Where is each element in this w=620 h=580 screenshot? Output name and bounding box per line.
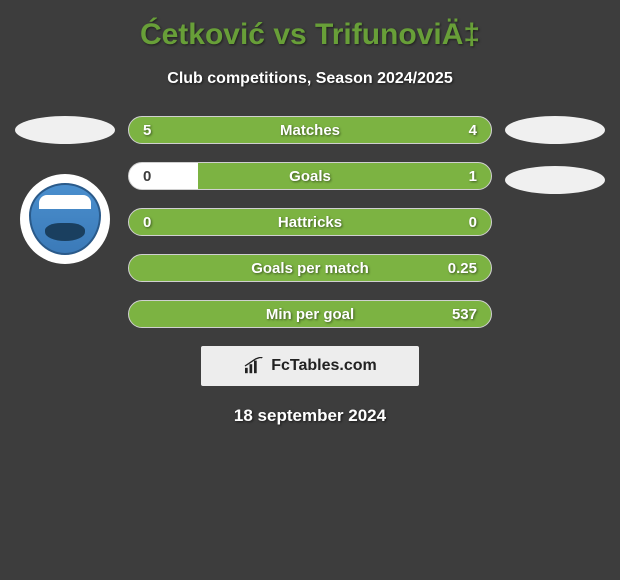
stat-left-value: 0 <box>143 168 183 185</box>
stat-right-value: 1 <box>469 168 477 185</box>
right-column <box>500 116 610 194</box>
club-ellipse-right <box>505 166 605 194</box>
left-column <box>10 116 120 264</box>
stat-label: Matches <box>280 122 340 139</box>
club-logo-left <box>20 174 110 264</box>
shield-icon <box>29 183 101 255</box>
player-ellipse-left <box>15 116 115 144</box>
stat-row-min-per-goal: Min per goal 537 <box>128 300 492 328</box>
stat-row-hattricks: 0 Hattricks 0 <box>128 208 492 236</box>
stat-right-value: 4 <box>469 122 477 139</box>
stat-right-value: 0 <box>469 214 477 231</box>
content-row: 5 Matches 4 0 Goals 1 0 Hattricks 0 Goal… <box>0 116 620 328</box>
watermark: FcTables.com <box>201 346 419 386</box>
stat-label: Goals per match <box>251 260 369 277</box>
stat-left-value: 5 <box>143 122 183 139</box>
stat-label: Goals <box>289 168 331 185</box>
page-title: Ćetković vs TrifunoviÄ‡ <box>0 18 620 52</box>
stats-column: 5 Matches 4 0 Goals 1 0 Hattricks 0 Goal… <box>120 116 500 328</box>
footer-date: 18 september 2024 <box>0 406 620 426</box>
stat-right-value: 537 <box>452 306 477 323</box>
chart-icon <box>243 357 265 375</box>
stat-right-value: 0.25 <box>448 260 477 277</box>
stat-left-value: 0 <box>143 214 183 231</box>
stat-row-matches: 5 Matches 4 <box>128 116 492 144</box>
infographic-container: Ćetković vs TrifunoviÄ‡ Club competition… <box>0 0 620 436</box>
stat-label: Min per goal <box>266 306 354 323</box>
player-ellipse-right <box>505 116 605 144</box>
stat-row-goals-per-match: Goals per match 0.25 <box>128 254 492 282</box>
subtitle: Club competitions, Season 2024/2025 <box>0 70 620 88</box>
stat-row-goals: 0 Goals 1 <box>128 162 492 190</box>
watermark-text: FcTables.com <box>271 357 377 375</box>
stat-label: Hattricks <box>278 214 342 231</box>
